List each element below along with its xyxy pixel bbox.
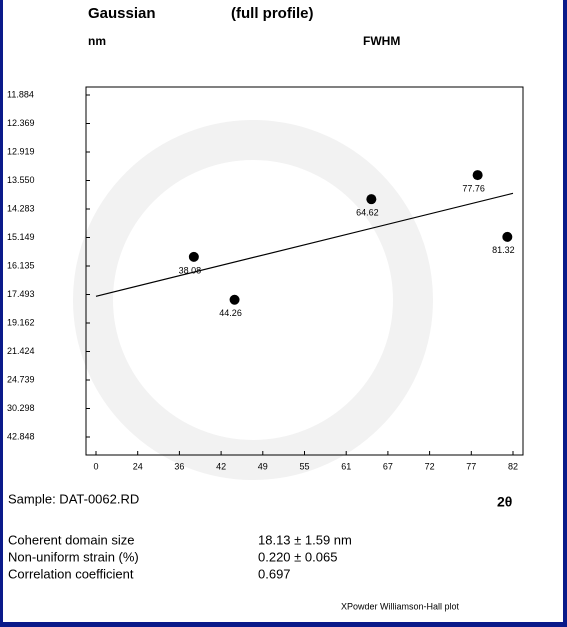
point bbox=[472, 170, 483, 181]
stat-label: Coherent domain size bbox=[8, 532, 134, 547]
chart: Gaussian (full profile) nm FWHM Sample: … bbox=[7, 5, 524, 611]
point bbox=[188, 251, 199, 262]
y-tick-label: 24.739 bbox=[7, 374, 35, 384]
stat-label: Correlation coefficient bbox=[8, 566, 134, 581]
fit-line bbox=[95, 192, 514, 297]
point-label: 64.62 bbox=[356, 208, 379, 218]
point-label: 77.76 bbox=[462, 183, 485, 193]
y-tick-label: 14.283 bbox=[7, 203, 35, 213]
x-tick-label: 67 bbox=[383, 461, 393, 471]
point bbox=[229, 294, 240, 305]
y-tick-label: 15.149 bbox=[7, 232, 35, 242]
chart-title: Gaussian bbox=[88, 5, 156, 22]
stat-value: 18.13 ± 1.59 nm bbox=[258, 532, 352, 547]
measure-label: FWHM bbox=[363, 34, 400, 48]
stat-label: Non-uniform strain (%) bbox=[8, 549, 139, 564]
x-tick-label: 82 bbox=[508, 461, 518, 471]
watermark bbox=[73, 120, 433, 480]
x-tick-label: 24 bbox=[133, 461, 143, 471]
y-tick-label: 42.848 bbox=[7, 431, 35, 441]
y-tick-label: 16.135 bbox=[7, 260, 35, 270]
y-axis-label: nm bbox=[88, 34, 106, 48]
x-axis-label: 2θ bbox=[497, 494, 512, 510]
x-tick-label: 0 bbox=[93, 461, 98, 471]
y-tick-label: 12.369 bbox=[7, 118, 35, 128]
stat-value: 0.697 bbox=[258, 566, 291, 581]
footer: XPowder Williamson-Hall plot bbox=[341, 601, 460, 611]
x-tick-label: 61 bbox=[341, 461, 351, 471]
x-tick-label: 49 bbox=[258, 461, 268, 471]
chart-subtitle: (full profile) bbox=[231, 5, 314, 22]
point-label: 81.32 bbox=[492, 245, 515, 255]
point bbox=[502, 231, 513, 242]
point bbox=[366, 194, 377, 205]
sample-label: Sample: DAT-0062.RD bbox=[8, 491, 139, 506]
y-tick-label: 11.884 bbox=[7, 89, 34, 99]
y-tick-label: 12.919 bbox=[7, 146, 35, 156]
x-tick-label: 55 bbox=[299, 461, 309, 471]
y-tick-label: 17.493 bbox=[7, 289, 35, 299]
y-tick-label: 19.162 bbox=[7, 317, 35, 327]
x-tick-label: 77 bbox=[466, 461, 476, 471]
stat-value: 0.220 ± 0.065 bbox=[258, 549, 337, 564]
point-label: 38.08 bbox=[179, 265, 202, 275]
y-tick-label: 21.424 bbox=[7, 346, 35, 356]
y-tick-label: 13.550 bbox=[7, 175, 35, 185]
x-tick-label: 42 bbox=[216, 461, 226, 471]
x-tick-label: 36 bbox=[174, 461, 184, 471]
point-label: 44.26 bbox=[219, 308, 242, 318]
x-tick-label: 72 bbox=[425, 461, 435, 471]
y-tick-label: 30.298 bbox=[7, 403, 35, 413]
